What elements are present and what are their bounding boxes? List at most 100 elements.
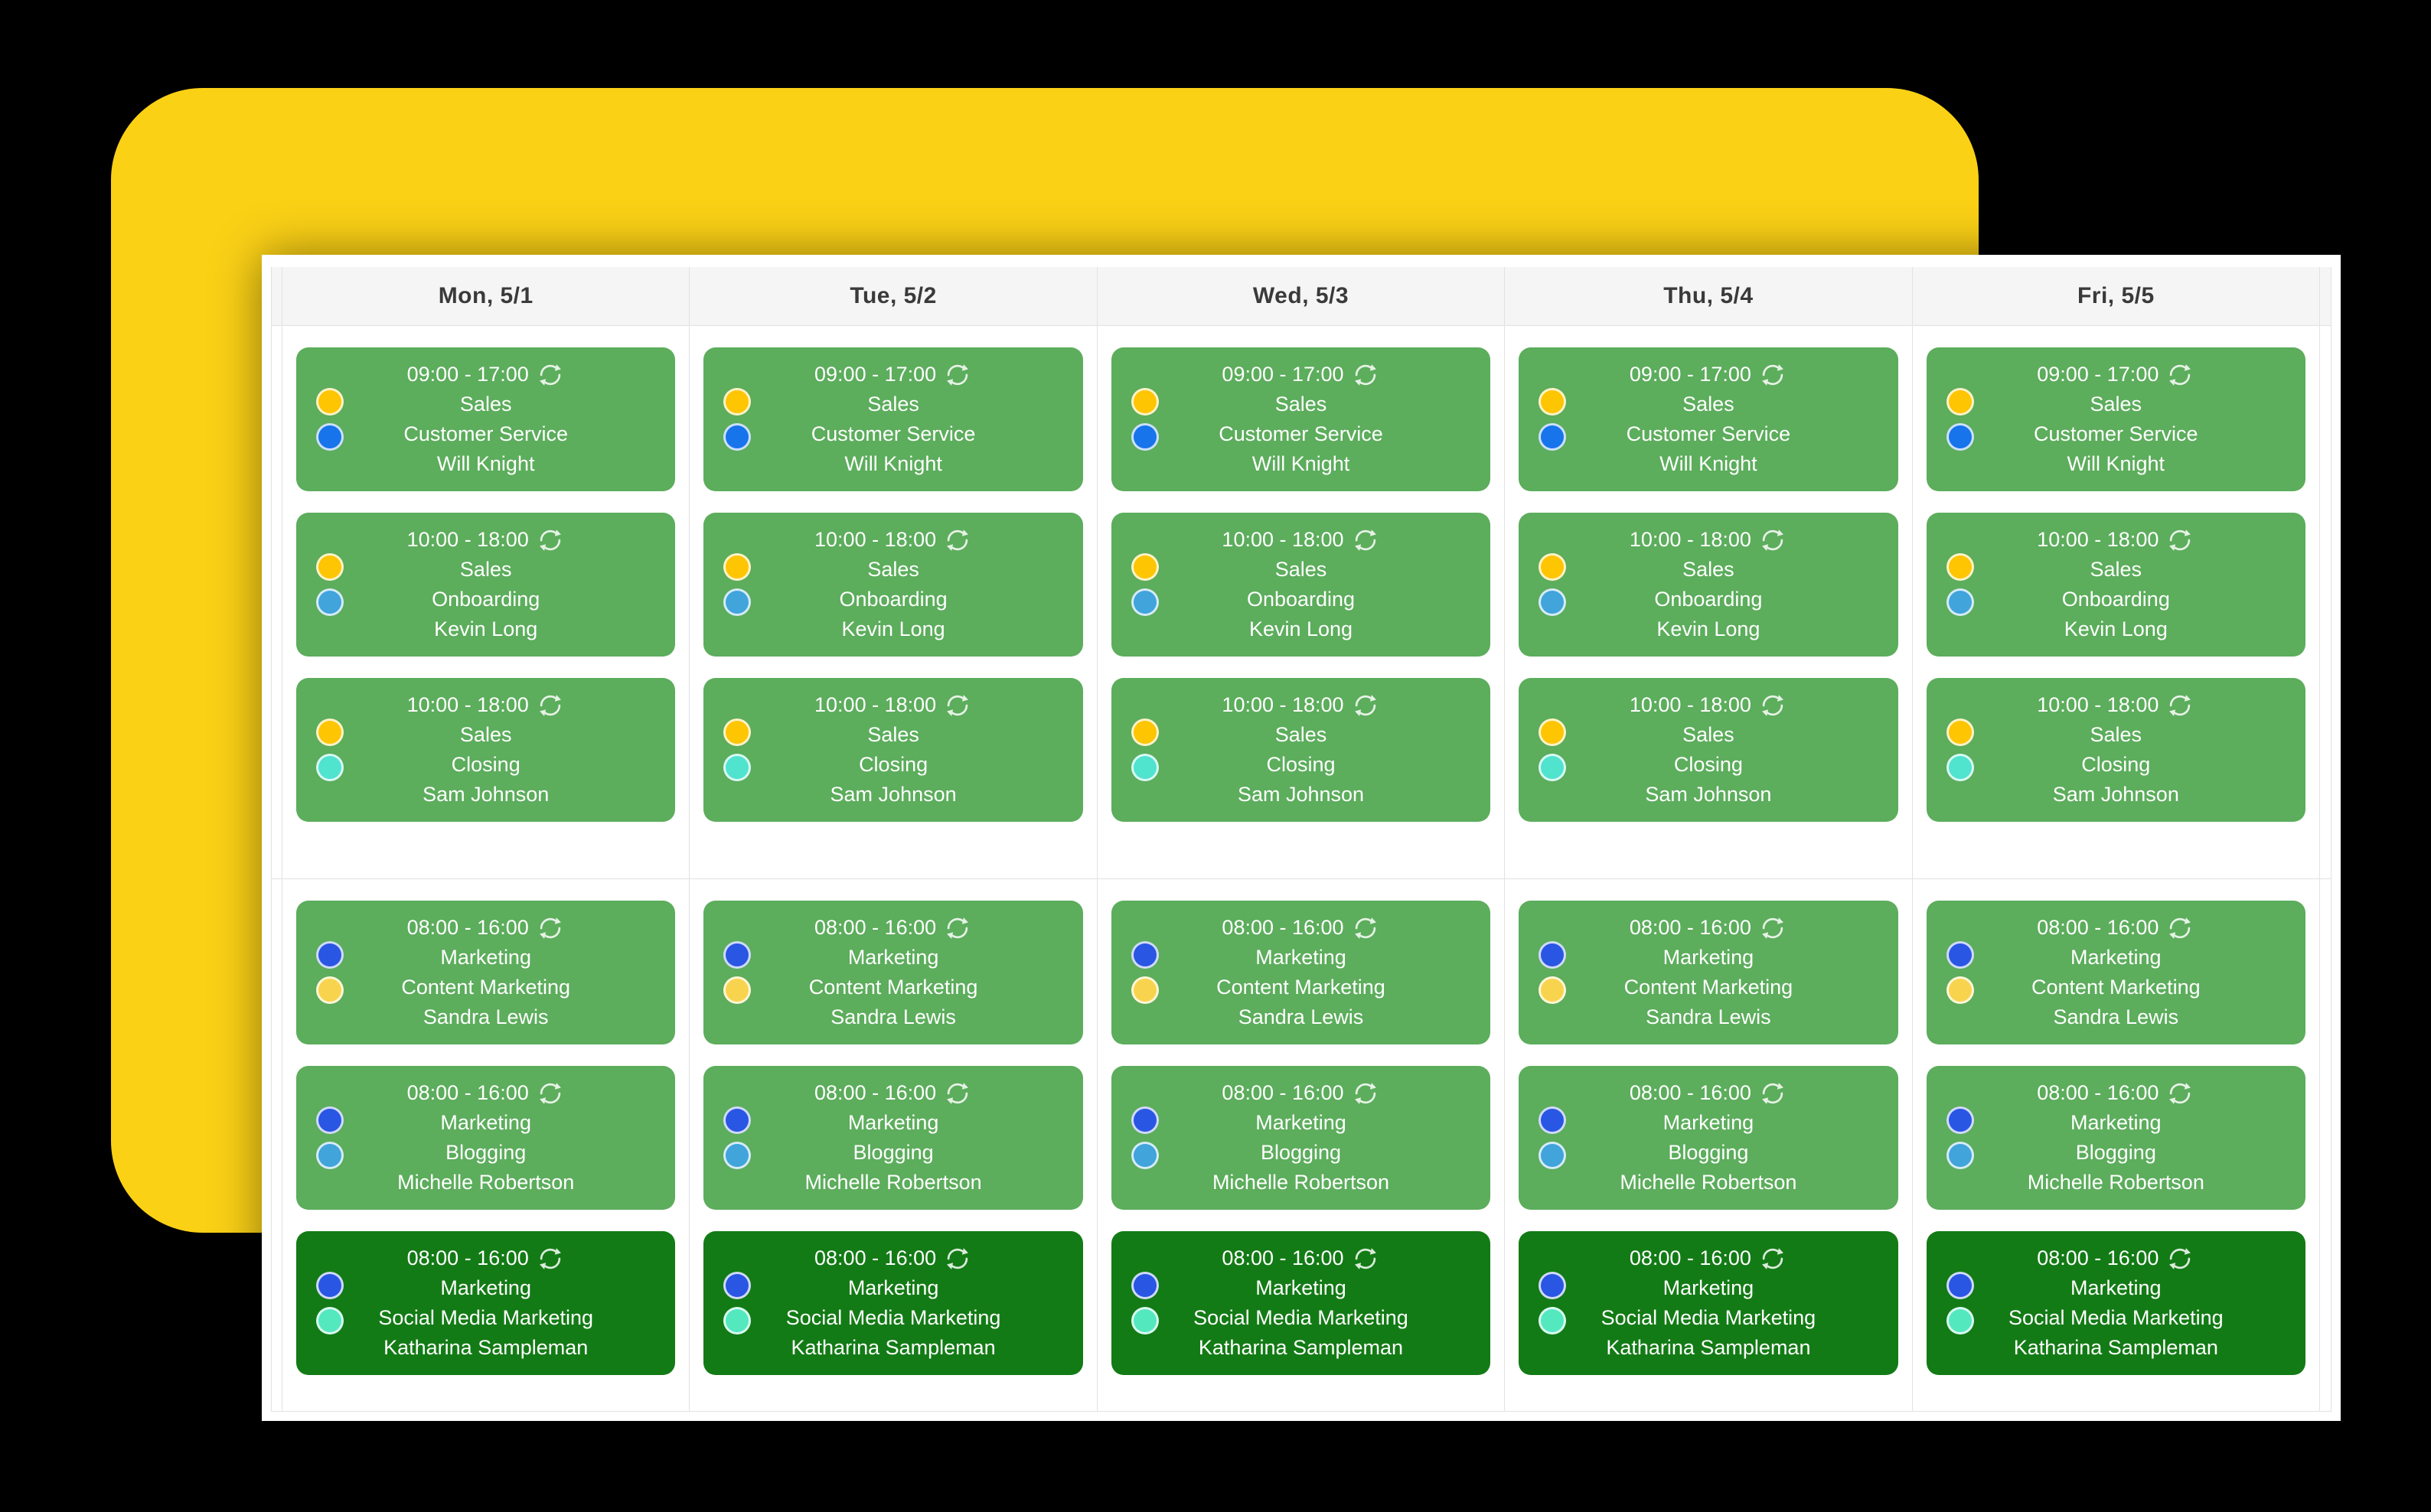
shift-card[interactable]: 10:00 - 18:00 Sales Closing Sam Johnson	[1926, 678, 2305, 822]
shift-card[interactable]: 08:00 - 16:00 Marketing Blogging Michell…	[1926, 1066, 2305, 1210]
department-dot	[1946, 1272, 1974, 1299]
category-dots	[1539, 1272, 1567, 1334]
shift-time: 08:00 - 16:00	[1629, 916, 1751, 939]
recurrence-icon	[2169, 1082, 2191, 1104]
shift-employee: Sandra Lewis	[1646, 1005, 1771, 1028]
shift-card[interactable]: 08:00 - 16:00 Marketing Social Media Mar…	[1519, 1231, 1898, 1375]
shift-card[interactable]: 08:00 - 16:00 Marketing Blogging Michell…	[703, 1066, 1083, 1210]
shift-card[interactable]: 09:00 - 17:00 Sales Customer Service Wil…	[296, 347, 676, 491]
shift-card[interactable]: 10:00 - 18:00 Sales Closing Sam Johnson	[703, 678, 1083, 822]
shift-card[interactable]: 10:00 - 18:00 Sales Onboarding Kevin Lon…	[703, 513, 1083, 657]
category-dots	[723, 719, 752, 781]
shift-department: Sales	[1274, 723, 1327, 746]
shift-card[interactable]: 08:00 - 16:00 Marketing Social Media Mar…	[296, 1231, 676, 1375]
shift-card[interactable]: 08:00 - 16:00 Marketing Social Media Mar…	[703, 1231, 1083, 1375]
recurrence-icon	[947, 363, 969, 386]
category-dots	[316, 719, 344, 781]
shift-role: Closing	[1266, 753, 1336, 776]
category-dots	[1946, 941, 1974, 1004]
shift-card[interactable]: 10:00 - 18:00 Sales Closing Sam Johnson	[1519, 678, 1898, 822]
shift-role: Blogging	[2075, 1141, 2156, 1164]
shift-card[interactable]: 10:00 - 18:00 Sales Onboarding Kevin Lon…	[1926, 513, 2305, 657]
department-dot	[316, 553, 344, 581]
shift-employee: Michelle Robertson	[2027, 1171, 2204, 1194]
shift-card[interactable]: 09:00 - 17:00 Sales Customer Service Wil…	[1519, 347, 1898, 491]
role-dot	[1131, 1142, 1159, 1169]
shift-card[interactable]: 08:00 - 16:00 Marketing Content Marketin…	[1926, 901, 2305, 1044]
shift-card[interactable]: 08:00 - 16:00 Marketing Blogging Michell…	[296, 1066, 676, 1210]
day-cell: 09:00 - 17:00 Sales Customer Service Wil…	[690, 326, 1098, 878]
shift-time: 10:00 - 18:00	[2037, 693, 2159, 716]
shift-department: Marketing	[1255, 1276, 1346, 1299]
shift-employee: Sandra Lewis	[1238, 1005, 1364, 1028]
shift-card[interactable]: 08:00 - 16:00 Marketing Blogging Michell…	[1519, 1066, 1898, 1210]
shift-card[interactable]: 08:00 - 16:00 Marketing Content Marketin…	[1519, 901, 1898, 1044]
role-dot	[723, 423, 752, 451]
department-dot	[1539, 941, 1567, 969]
shift-time: 10:00 - 18:00	[814, 528, 937, 551]
shift-card[interactable]: 10:00 - 18:00 Sales Closing Sam Johnson	[296, 678, 676, 822]
shift-role: Closing	[451, 753, 520, 776]
shift-card[interactable]: 09:00 - 17:00 Sales Customer Service Wil…	[1926, 347, 2305, 491]
shift-card[interactable]: 08:00 - 16:00 Marketing Content Marketin…	[296, 901, 676, 1044]
department-dot	[723, 941, 752, 969]
shift-employee: Will Knight	[2067, 452, 2165, 475]
shift-card[interactable]: 08:00 - 16:00 Marketing Social Media Mar…	[1926, 1231, 2305, 1375]
shift-role: Onboarding	[1654, 588, 1763, 611]
day-cell: 08:00 - 16:00 Marketing Content Marketin…	[282, 879, 690, 1411]
shift-card[interactable]: 09:00 - 17:00 Sales Customer Service Wil…	[703, 347, 1083, 491]
shift-employee: Katharina Sampleman	[2013, 1336, 2218, 1359]
role-dot	[1131, 976, 1159, 1004]
shift-time: 08:00 - 16:00	[1629, 1081, 1751, 1104]
role-dot	[1131, 588, 1159, 616]
shift-department: Marketing	[847, 1111, 939, 1134]
shift-employee: Sam Johnson	[1237, 783, 1365, 806]
category-dots	[316, 1106, 344, 1169]
shift-role: Content Marketing	[1623, 976, 1793, 999]
row-gutter-leading	[272, 879, 282, 1411]
shift-department: Marketing	[440, 1276, 531, 1299]
shift-card[interactable]: 10:00 - 18:00 Sales Onboarding Kevin Lon…	[1111, 513, 1491, 657]
shift-card[interactable]: 10:00 - 18:00 Sales Onboarding Kevin Lon…	[1519, 513, 1898, 657]
category-dots	[1131, 1106, 1159, 1169]
day-header: Mon, 5/1	[282, 267, 690, 325]
shift-card[interactable]: 10:00 - 18:00 Sales Onboarding Kevin Lon…	[296, 513, 676, 657]
department-dot	[1539, 1106, 1567, 1134]
shift-department: Marketing	[1663, 1111, 1754, 1134]
shift-employee: Will Knight	[1251, 452, 1350, 475]
shift-time: 08:00 - 16:00	[1222, 916, 1344, 939]
recurrence-icon	[947, 694, 969, 716]
shift-department: Marketing	[1255, 1111, 1346, 1134]
recurrence-icon	[2169, 529, 2191, 551]
shift-employee: Sam Johnson	[423, 783, 550, 806]
day-cell: 08:00 - 16:00 Marketing Content Marketin…	[1098, 879, 1506, 1411]
shift-card[interactable]: 10:00 - 18:00 Sales Closing Sam Johnson	[1111, 678, 1491, 822]
shift-card[interactable]: 08:00 - 16:00 Marketing Blogging Michell…	[1111, 1066, 1491, 1210]
shift-role: Social Media Marketing	[785, 1306, 1001, 1329]
role-dot	[1539, 1307, 1567, 1334]
shift-department: Marketing	[1663, 1276, 1754, 1299]
shift-card[interactable]: 08:00 - 16:00 Marketing Content Marketin…	[703, 901, 1083, 1044]
shift-role: Blogging	[1668, 1141, 1749, 1164]
shift-time: 08:00 - 16:00	[814, 1246, 937, 1269]
shift-role: Content Marketing	[401, 976, 570, 999]
recurrence-icon	[1354, 529, 1376, 551]
shift-time: 08:00 - 16:00	[814, 916, 937, 939]
shift-role: Social Media Marketing	[2008, 1306, 2224, 1329]
shift-department: Sales	[1274, 393, 1327, 415]
category-dots	[1539, 719, 1567, 781]
shift-role: Blogging	[1260, 1141, 1342, 1164]
day-cell: 09:00 - 17:00 Sales Customer Service Wil…	[282, 326, 690, 878]
shift-card[interactable]: 09:00 - 17:00 Sales Customer Service Wil…	[1111, 347, 1491, 491]
shift-department: Sales	[867, 558, 919, 581]
shift-card[interactable]: 08:00 - 16:00 Marketing Content Marketin…	[1111, 901, 1491, 1044]
shift-time: 08:00 - 16:00	[2037, 916, 2159, 939]
role-dot	[1131, 1307, 1159, 1334]
recurrence-icon	[539, 694, 561, 716]
department-dot	[316, 719, 344, 746]
department-dot	[1539, 719, 1567, 746]
shift-time: 10:00 - 18:00	[406, 693, 529, 716]
shift-card[interactable]: 08:00 - 16:00 Marketing Social Media Mar…	[1111, 1231, 1491, 1375]
recurrence-icon	[539, 1247, 561, 1269]
role-dot	[723, 754, 752, 781]
